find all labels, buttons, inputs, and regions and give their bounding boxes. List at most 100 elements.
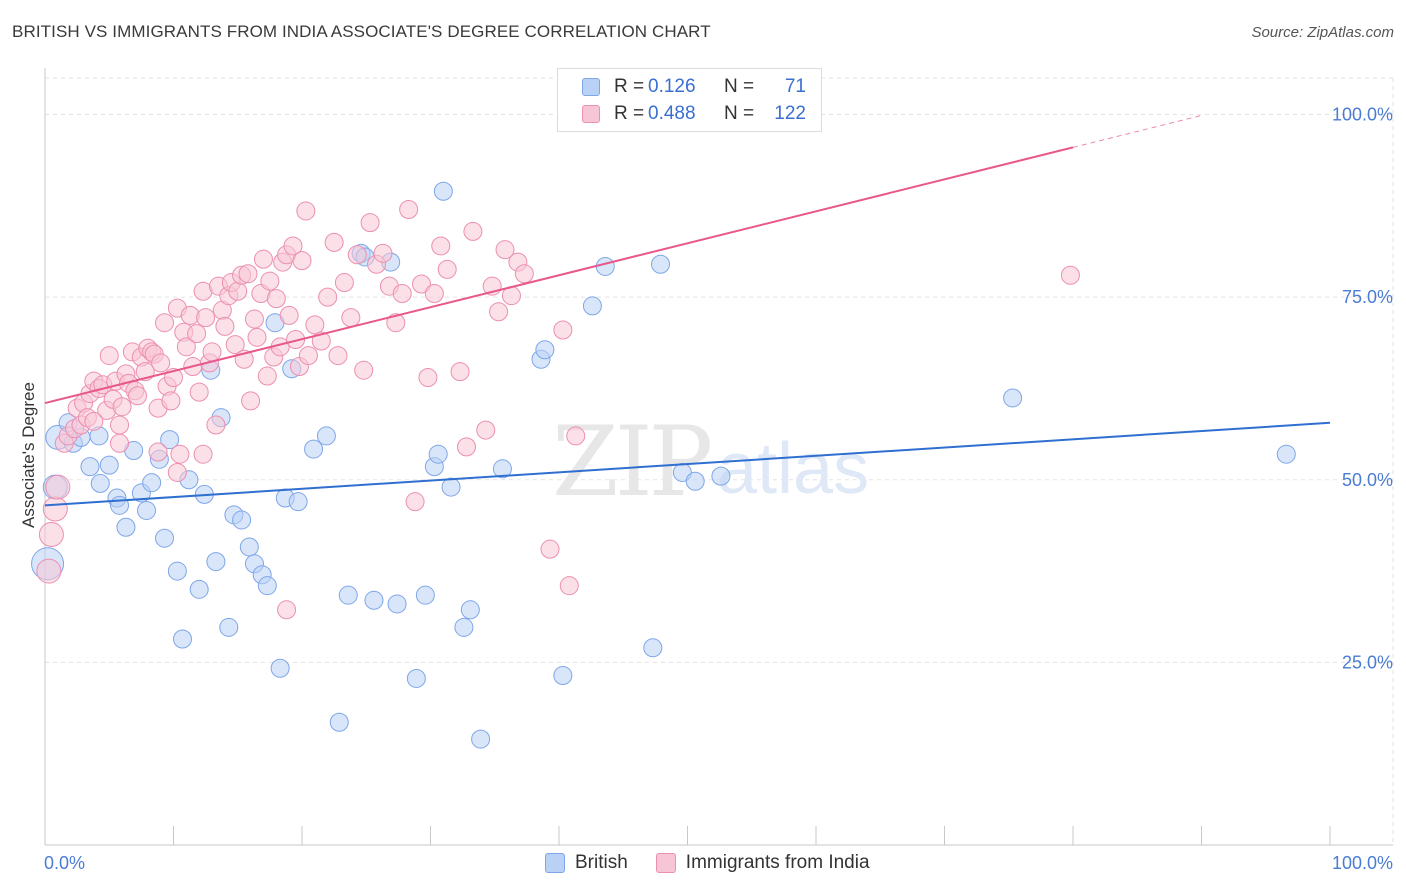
british-point (471, 729, 491, 749)
british-point (454, 617, 474, 637)
india-point (170, 444, 190, 464)
india-point (495, 240, 515, 260)
trend-lines (44, 114, 1331, 507)
india-point (324, 232, 344, 252)
british-point (304, 439, 324, 459)
india-point (228, 281, 248, 301)
y-tick-label: 100.0% (1332, 105, 1393, 125)
british-point (219, 617, 239, 637)
y-axis-title: Associate's Degree (19, 382, 38, 528)
legend-row-british: R = 0.126 N = 71 (582, 75, 806, 99)
british-point (288, 492, 308, 512)
british-point (137, 500, 157, 520)
india-point (260, 271, 280, 291)
british-point (433, 181, 453, 201)
india-point (399, 199, 419, 219)
british-point (99, 455, 119, 475)
india-point (155, 313, 175, 333)
india-point (463, 221, 483, 241)
axes (44, 68, 1393, 846)
british-point (595, 256, 615, 276)
india-trend-extension (1072, 114, 1202, 148)
india-point (161, 391, 181, 411)
r-label: R = (614, 103, 645, 124)
british-point (172, 629, 192, 649)
chart-title: BRITISH VS IMMIGRANTS FROM INDIA ASSOCIA… (12, 22, 711, 41)
british-point (643, 638, 663, 658)
british-point (232, 510, 252, 530)
india-point (99, 346, 119, 366)
india-point (418, 367, 438, 387)
british-point (316, 426, 336, 446)
british-point (460, 600, 480, 620)
n-value: 122 (774, 103, 806, 124)
india-point (187, 324, 207, 344)
india-point (176, 337, 196, 357)
india-point (456, 437, 476, 457)
india-trend-line (44, 146, 1074, 405)
british-point (553, 666, 573, 686)
legend-item-india[interactable]: Immigrants from India (655, 852, 870, 874)
india-point (559, 576, 579, 596)
stats-legend: R = 0.126 N = 71 R = 0.488 N = 122 (557, 68, 822, 132)
india-point (298, 346, 318, 366)
r-value: 0.126 (648, 76, 696, 97)
india-point (334, 273, 354, 293)
india-point (540, 539, 560, 559)
y-tick-label: 25.0% (1342, 652, 1393, 672)
british-point (685, 471, 705, 491)
r-value: 0.488 (648, 103, 696, 124)
british-point (239, 537, 259, 557)
legend-label-india: Immigrants from India (685, 852, 870, 873)
x-tick-label: 100.0% (1332, 853, 1393, 873)
british-point (329, 712, 349, 732)
british-point (116, 517, 136, 537)
india-point (45, 474, 71, 500)
british-point (338, 585, 358, 605)
india-point (196, 308, 216, 328)
india-point (405, 492, 425, 512)
y-tick-label: 50.0% (1342, 470, 1393, 490)
legend-item-british[interactable]: British (545, 852, 628, 874)
india-point (253, 249, 273, 269)
british-point (1276, 444, 1296, 464)
india-swatch (582, 105, 600, 123)
british-point (189, 579, 209, 599)
india-point (110, 415, 130, 435)
india-point (193, 444, 213, 464)
y-tick-labels: 25.0% 50.0% 75.0% 100.0% (1332, 105, 1393, 673)
india-point (38, 522, 64, 548)
n-value: 71 (784, 76, 806, 97)
legend-label-british: British (575, 852, 628, 873)
india-point (318, 287, 338, 307)
series-legend: British Immigrants from India (545, 852, 898, 874)
british-point (257, 576, 277, 596)
india-point (257, 366, 277, 386)
british-point (387, 594, 407, 614)
british-point (492, 459, 512, 479)
india-point (476, 420, 496, 440)
india-point (167, 462, 187, 482)
india-point (553, 320, 573, 340)
british-point (441, 477, 461, 497)
british-point (142, 473, 162, 493)
india-point (225, 335, 245, 355)
india-point (347, 245, 367, 265)
british-point (535, 340, 555, 360)
british-point (415, 585, 435, 605)
y-tick-label: 75.0% (1342, 287, 1393, 307)
india-point (202, 342, 222, 362)
british-point (651, 254, 671, 274)
x-tick-labels: 0.0% 100.0% (44, 853, 1393, 873)
british-point (1003, 388, 1023, 408)
india-swatch (655, 853, 676, 873)
british-point (582, 296, 602, 316)
india-point (431, 236, 451, 256)
india-point (450, 362, 470, 382)
india-point (373, 243, 393, 263)
india-point (305, 315, 325, 335)
india-point (296, 201, 316, 221)
india-point (566, 426, 586, 446)
british-swatch (545, 853, 565, 873)
